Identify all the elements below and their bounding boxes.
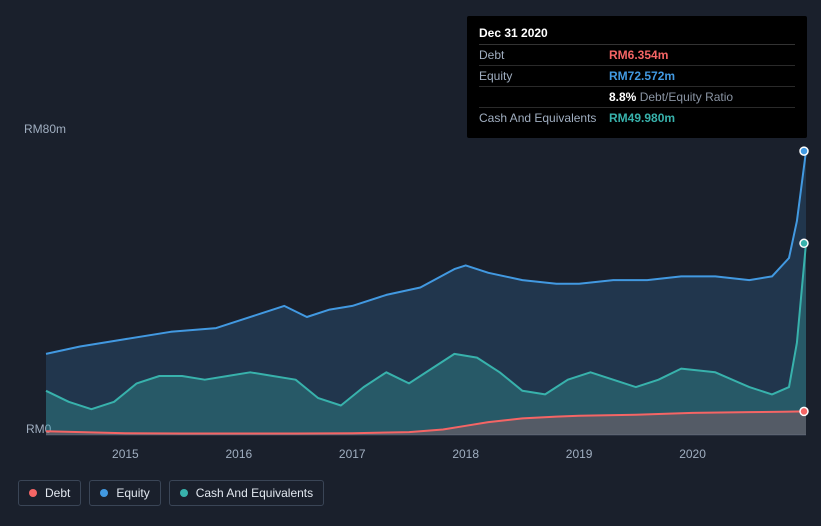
tooltip-table: Debt RM6.354m Equity RM72.572m 8.8% Debt… (479, 45, 795, 128)
legend-label: Cash And Equivalents (196, 486, 313, 500)
x-axis-tick-label: 2019 (566, 447, 593, 461)
legend-item-cash[interactable]: Cash And Equivalents (169, 480, 324, 506)
tooltip-ratio: 8.8% Debt/Equity Ratio (609, 87, 795, 108)
legend-dot-icon (100, 489, 108, 497)
tooltip-row-label (479, 87, 609, 108)
x-axis-tick-label: 2017 (339, 447, 366, 461)
tooltip-row-label: Equity (479, 66, 609, 87)
chart-legend: Debt Equity Cash And Equivalents (18, 480, 324, 506)
tooltip-row-value: RM72.572m (609, 66, 795, 87)
legend-dot-icon (29, 489, 37, 497)
y-axis-max-label: RM80m (24, 122, 66, 136)
legend-item-equity[interactable]: Equity (89, 480, 160, 506)
legend-label: Debt (45, 486, 70, 500)
x-axis-tick-label: 2016 (225, 447, 252, 461)
chart-container: Dec 31 2020 Debt RM6.354m Equity RM72.57… (0, 0, 821, 526)
legend-label: Equity (116, 486, 149, 500)
chart-tooltip: Dec 31 2020 Debt RM6.354m Equity RM72.57… (467, 16, 807, 138)
tooltip-date: Dec 31 2020 (479, 26, 795, 45)
legend-item-debt[interactable]: Debt (18, 480, 81, 506)
line-area-chart[interactable] (20, 140, 810, 475)
x-axis-tick-label: 2018 (452, 447, 479, 461)
legend-dot-icon (180, 489, 188, 497)
tooltip-row-label: Cash And Equivalents (479, 108, 609, 129)
tooltip-row-value: RM49.980m (609, 108, 795, 129)
x-axis-tick-label: 2015 (112, 447, 139, 461)
x-axis-tick-label: 2020 (679, 447, 706, 461)
tooltip-row-label: Debt (479, 45, 609, 66)
tooltip-row-value: RM6.354m (609, 45, 795, 66)
